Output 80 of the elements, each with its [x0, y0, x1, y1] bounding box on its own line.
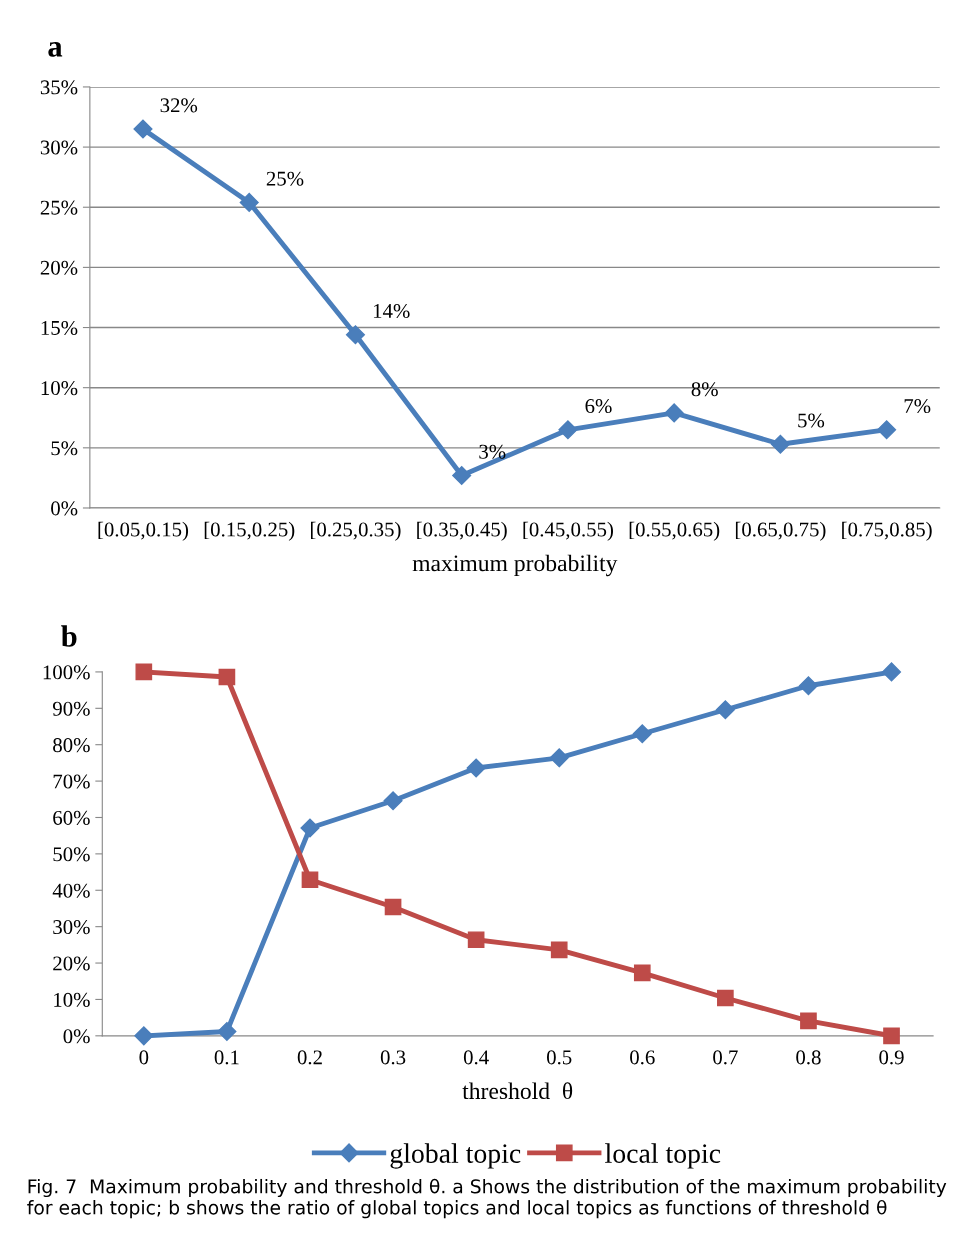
x-tick-label: [0.15,0.25): [204, 521, 295, 541]
x-tick-label: [0.65,0.75): [735, 521, 826, 541]
point: [800, 1012, 817, 1030]
y-tick-label: 40%: [52, 883, 90, 898]
x-tick-label: 0.6: [630, 1050, 655, 1065]
point: [798, 676, 818, 696]
x-tick-label: 0.2: [297, 1050, 322, 1065]
y-tick-label: 90%: [52, 701, 90, 716]
x-tick-label: 0.5: [546, 1050, 572, 1065]
data-label: 14%: [373, 303, 410, 319]
point: [550, 941, 568, 959]
point: [466, 758, 486, 778]
legend-label: local topic: [605, 1143, 721, 1169]
data-label: 32%: [160, 98, 198, 113]
y-tick-label: 5%: [51, 441, 78, 456]
y-tick-label: 30%: [53, 920, 90, 935]
point: [877, 420, 897, 440]
x-tick-label: [0.55,0.65): [629, 521, 720, 541]
y-tick-label: 60%: [53, 810, 90, 825]
point: [717, 989, 734, 1007]
data-label: 6%: [585, 398, 612, 414]
point: [715, 700, 735, 720]
point: [383, 791, 403, 811]
point: [633, 964, 651, 982]
x-tick-label: [0.75,0.85): [842, 521, 932, 541]
data-label: 3%: [479, 444, 506, 459]
y-tick-label: 15%: [41, 320, 78, 336]
point: [300, 818, 320, 838]
data-label: 25%: [266, 171, 304, 186]
x-tick-label: 0: [139, 1050, 149, 1065]
caption: Fig. 7 Maximum probability and threshold θ. a Shows the distribution of the maximum probability for each topic; b shows the ratio of global topics and local topics as functions of threshold θ: [27, 1178, 947, 1219]
y-tick-label: 100%: [43, 665, 90, 680]
y-tick-label: 20%: [40, 260, 78, 275]
data-label: 7%: [904, 398, 931, 414]
chart-title: a: [48, 42, 63, 57]
point: [632, 724, 652, 744]
point: [345, 325, 365, 345]
chart-title: b: [61, 625, 77, 647]
x-tick-label: [0.45,0.55): [523, 521, 614, 541]
y-tick-label: 50%: [53, 847, 90, 862]
x-tick-label: [0.35,0.45): [417, 521, 507, 541]
x-axis-title: maximum probability: [412, 554, 618, 577]
point: [301, 871, 319, 889]
y-tick-label: 20%: [53, 956, 90, 971]
x-tick-label: 0.8: [796, 1050, 821, 1065]
point: [239, 192, 259, 212]
y-tick-label: 10%: [54, 992, 90, 1007]
y-tick-label: 80%: [53, 738, 90, 753]
point: [452, 465, 472, 486]
point: [883, 1027, 900, 1045]
point: [558, 420, 578, 440]
y-tick-label: 25%: [40, 200, 78, 215]
x-tick-label: [0.25,0.35): [311, 521, 401, 541]
x-axis-title: threshold θ: [462, 1082, 573, 1100]
point: [467, 931, 485, 949]
y-tick-label: 35%: [40, 80, 78, 95]
point: [549, 748, 569, 768]
x-tick-label: 0.4: [463, 1050, 489, 1065]
point: [770, 434, 790, 454]
data-label: 5%: [798, 413, 825, 428]
data-label: 8%: [691, 382, 718, 397]
point: [664, 403, 684, 423]
point: [881, 662, 902, 682]
point: [218, 668, 236, 686]
y-tick-label: 0%: [63, 1029, 90, 1044]
x-tick-label: 0.9: [879, 1050, 904, 1065]
x-tick-label: 0.7: [713, 1050, 738, 1065]
y-tick-label: 30%: [40, 140, 78, 155]
y-tick-label: 0%: [51, 501, 78, 516]
y-tick-label: 10%: [41, 381, 78, 396]
x-tick-label: 0.1: [214, 1050, 239, 1065]
point: [384, 898, 402, 916]
x-tick-label: [0.05,0.15): [98, 521, 189, 541]
point: [217, 1021, 237, 1041]
x-tick-label: 0.3: [380, 1050, 406, 1065]
point: [135, 663, 153, 681]
legend-label: global topic: [390, 1143, 521, 1169]
point: [133, 119, 153, 139]
y-tick-label: 70%: [53, 774, 90, 789]
point: [134, 1026, 154, 1046]
